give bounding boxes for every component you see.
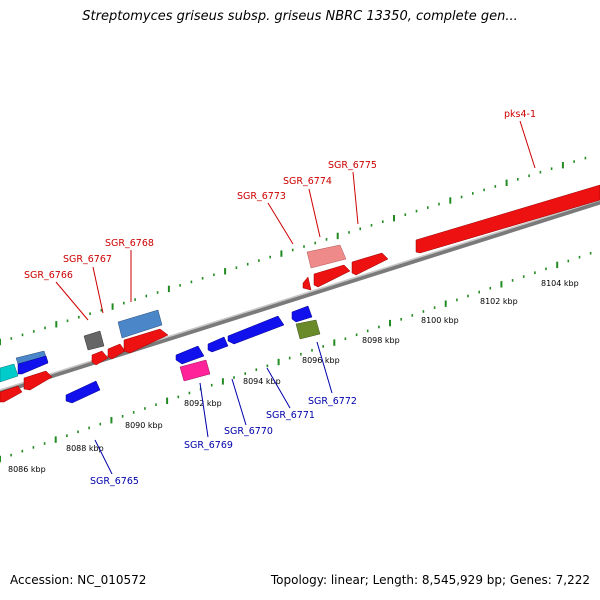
gene-rev-6769[interactable] — [175, 345, 205, 365]
tick-label-8102: 8102 kbp — [480, 297, 518, 306]
gene-fwd-6767[interactable] — [91, 350, 109, 366]
leader-6771 — [266, 367, 291, 409]
leader-6767 — [92, 266, 104, 314]
gene-rev-left-1[interactable] — [17, 355, 49, 375]
leader-6766 — [55, 281, 89, 321]
tick-label-8096: 8096 kbp — [302, 356, 340, 365]
forward-track-dots — [0, 156, 587, 346]
tick-label-8088: 8088 kbp — [66, 444, 104, 453]
topology-label: Topology: linear; Length: 8,545,929 bp; … — [270, 573, 590, 587]
gene-fwd-small-b[interactable] — [107, 343, 126, 360]
leader-6769 — [199, 382, 209, 438]
feature-steelblue[interactable] — [117, 309, 163, 339]
gene-fwd-pks4-1[interactable] — [415, 184, 600, 254]
gene-rev-6772[interactable] — [291, 305, 313, 323]
label-SGR-6774[interactable]: SGR_6774 — [283, 176, 332, 187]
gene-fwd-left-2[interactable] — [23, 370, 53, 391]
tick-label-8086: 8086 kbp — [8, 465, 46, 474]
tick-label-8098: 8098 kbp — [362, 336, 400, 345]
gene-fwd-6774[interactable] — [313, 264, 351, 288]
leader-6772 — [316, 341, 333, 394]
leader-6775 — [352, 171, 359, 225]
forward-genes — [0, 184, 600, 403]
gene-fwd-6768[interactable] — [123, 328, 169, 354]
genome-backbone-highlight — [0, 199, 600, 391]
label-pks4-1[interactable]: pks4-1 — [504, 109, 536, 120]
feature-pink[interactable] — [306, 244, 347, 269]
reverse-labels: SGR_6765 SGR_6769 SGR_6770 SGR_6771 SGR_… — [90, 341, 357, 487]
label-SGR-6765[interactable]: SGR_6765 — [90, 476, 139, 487]
forward-labels: SGR_6766 SGR_6767 SGR_6768 SGR_6773 SGR_… — [24, 109, 536, 321]
reverse-track-dots — [0, 252, 592, 463]
feature-olive[interactable] — [295, 319, 321, 340]
gene-fwd-6773[interactable] — [302, 276, 312, 291]
reverse-genes — [17, 305, 313, 404]
scale-labels: 8086 kbp 8088 kbp 8090 kbp 8092 kbp 8094… — [8, 279, 579, 474]
label-SGR-6766[interactable]: SGR_6766 — [24, 270, 73, 281]
tick-label-8094: 8094 kbp — [243, 377, 281, 386]
label-SGR-6772[interactable]: SGR_6772 — [308, 396, 357, 407]
accession-label: Accession: NC_010572 — [10, 573, 147, 587]
label-SGR-6771[interactable]: SGR_6771 — [266, 410, 315, 421]
gene-fwd-left-1[interactable] — [0, 385, 23, 403]
gene-rev-6765[interactable] — [65, 380, 101, 404]
tick-label-8090: 8090 kbp — [125, 421, 163, 430]
gene-rev-6770[interactable] — [207, 336, 229, 353]
feature-cyan[interactable] — [0, 363, 19, 383]
gene-fwd-6775[interactable] — [351, 252, 389, 276]
label-SGR-6768[interactable]: SGR_6768 — [105, 238, 154, 249]
leader-pks4-1 — [519, 120, 536, 169]
feature-magenta[interactable] — [179, 359, 211, 382]
leader-6770 — [231, 378, 247, 426]
leader-6765 — [94, 439, 113, 475]
gene-rev-6771[interactable] — [227, 315, 285, 345]
label-SGR-6770[interactable]: SGR_6770 — [224, 426, 273, 437]
tick-label-8100: 8100 kbp — [421, 316, 459, 325]
tick-label-8104: 8104 kbp — [541, 279, 579, 288]
label-SGR-6775[interactable]: SGR_6775 — [328, 160, 377, 171]
feature-gray[interactable] — [83, 330, 105, 351]
label-SGR-6767[interactable]: SGR_6767 — [63, 254, 112, 265]
leader-6773 — [267, 202, 294, 245]
leader-6774 — [308, 188, 321, 238]
label-SGR-6769[interactable]: SGR_6769 — [184, 440, 233, 451]
label-SGR-6773[interactable]: SGR_6773 — [237, 191, 286, 202]
map-title: Streptomyces griseus subsp. griseus NBRC… — [82, 9, 518, 24]
other-features — [0, 244, 347, 383]
